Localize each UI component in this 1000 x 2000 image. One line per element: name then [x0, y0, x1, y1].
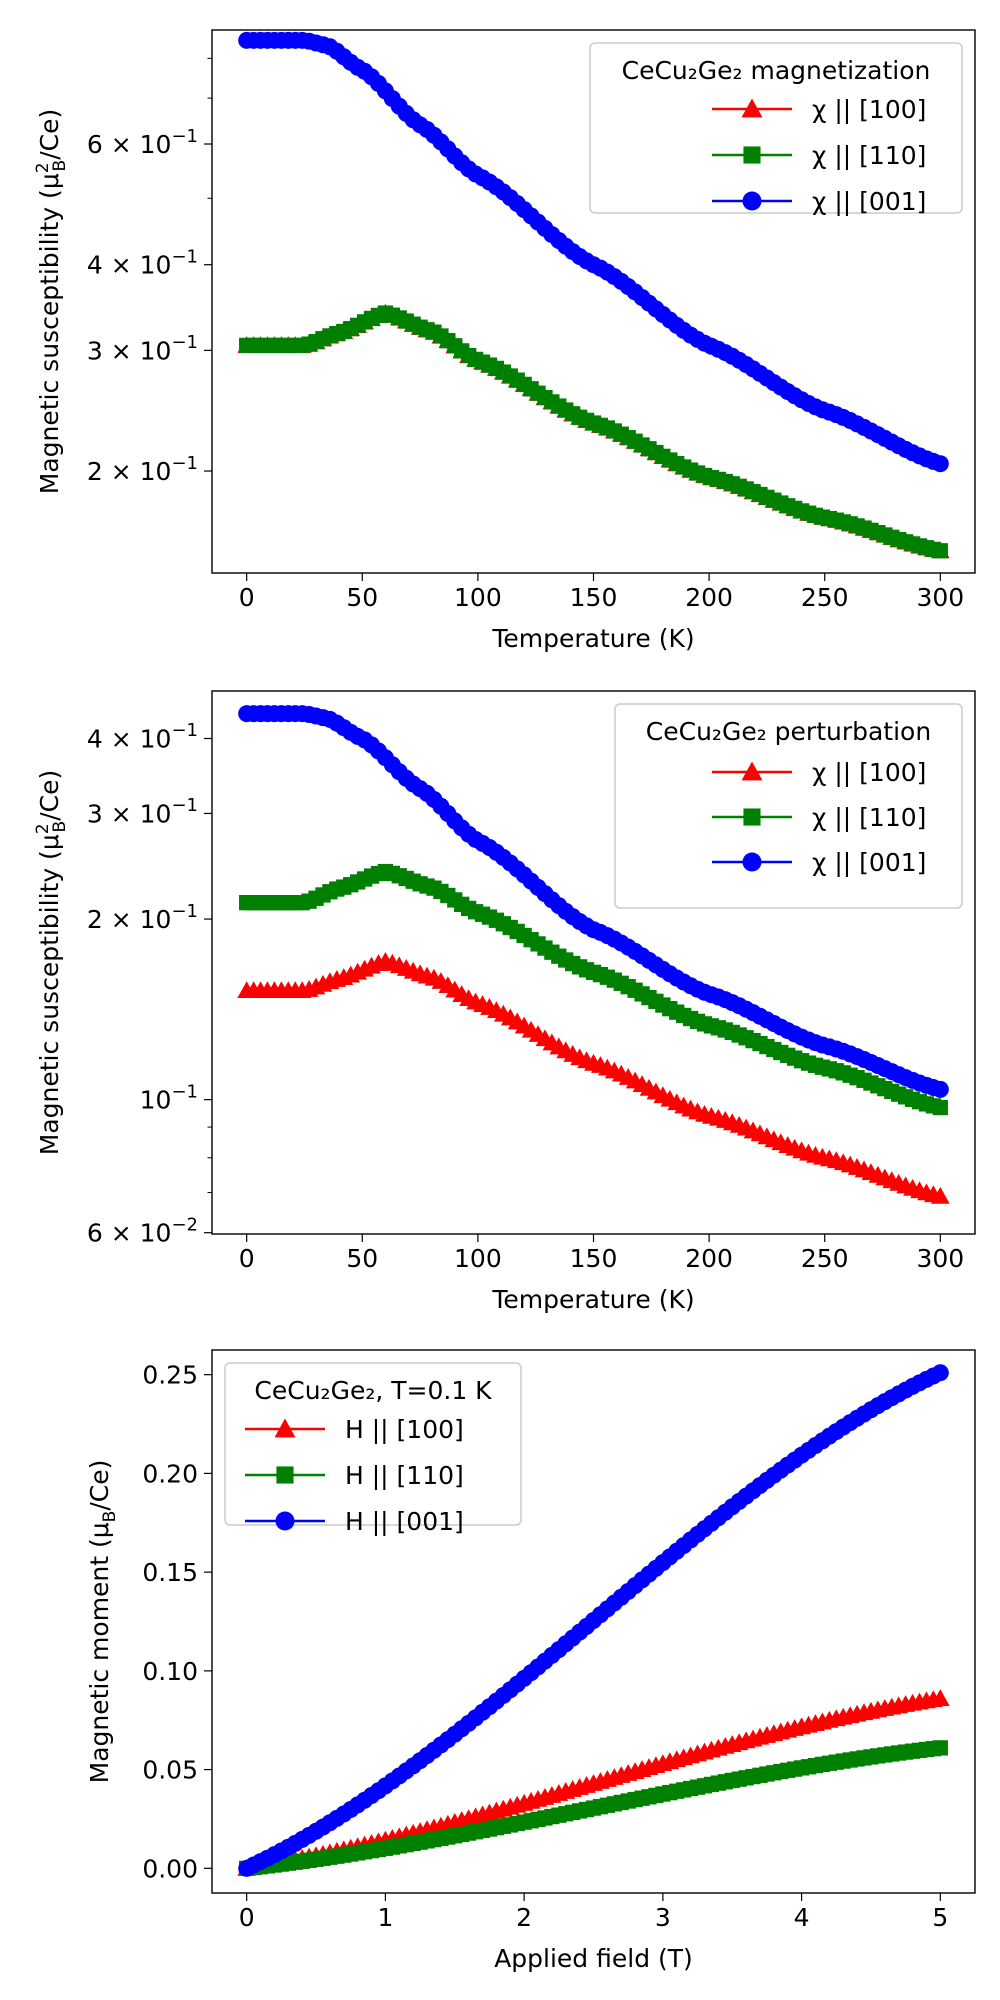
legend-swatch-marker — [743, 808, 761, 826]
data-point — [932, 543, 948, 559]
legend-perturbation: CeCu₂Ge₂ perturbation χ || [100] χ || [110… — [614, 703, 963, 909]
x-axis-label: Temperature (K) — [491, 624, 694, 653]
legend-entry-label: χ || [001] — [812, 848, 926, 877]
legend-entry-label: H || [110] — [345, 1461, 464, 1490]
x-tick-label: 250 — [801, 1244, 849, 1273]
y-tick-label: 0.20 — [142, 1459, 198, 1488]
x-tick-label: 50 — [346, 1244, 378, 1273]
y-tick-label: 3 × 10−1 — [87, 332, 198, 365]
y-axis-label: Magnetic susceptibility (μ2B/Ce) — [33, 770, 70, 1156]
legend-title: CeCu₂Ge₂, T=0.1 K — [254, 1376, 492, 1405]
x-tick-label: 2 — [516, 1903, 532, 1932]
series-1 — [239, 305, 948, 559]
series-1 — [239, 1740, 948, 1876]
plot-area-magnetization — [237, 31, 950, 559]
legend-swatch-marker — [741, 761, 763, 781]
x-tick-label: 0 — [239, 583, 255, 612]
legend-swatch-marker — [741, 98, 763, 118]
legend-swatch-marker — [275, 1511, 295, 1531]
y-tick-label: 0.00 — [142, 1854, 198, 1883]
series-2 — [238, 705, 949, 1098]
legend-swatch-marker — [274, 1418, 296, 1438]
x-tick-label: 3 — [655, 1903, 671, 1932]
legend-swatch-marker — [276, 1466, 294, 1484]
plot-area-field — [237, 1364, 950, 1877]
x-tick-label: 0 — [239, 1903, 255, 1932]
x-tick-label: 4 — [794, 1903, 810, 1932]
x-tick-label: 0 — [239, 1244, 255, 1273]
series-2 — [238, 31, 949, 473]
legend-field: CeCu₂Ge₂, T=0.1 K H || [100] H || [110] H |… — [224, 1362, 522, 1536]
data-point — [932, 1740, 948, 1756]
y-axis-label: Magnetic susceptibility (μ2B/Ce) — [33, 109, 70, 495]
x-tick-label: 50 — [346, 583, 378, 612]
chart-magnetization: 0 50 100 150 200 250 300 2 × 10−1 3 × 10−1 4 × 10… — [33, 29, 976, 653]
data-point — [930, 1186, 950, 1204]
x-tick-label: 250 — [801, 583, 849, 612]
x-tick-label: 200 — [685, 583, 733, 612]
legend-swatch-marker — [743, 146, 761, 164]
series-0 — [237, 952, 950, 1204]
legend-box — [589, 42, 963, 214]
legend-box — [614, 703, 963, 909]
x-axis-label: Applied field (T) — [494, 1944, 693, 1973]
legend-box — [224, 1362, 522, 1526]
legend-title: CeCu₂Ge₂ perturbation — [646, 717, 931, 746]
x-tick-label: 200 — [685, 1244, 733, 1273]
x-tick-label: 100 — [454, 1244, 502, 1273]
x-tick-label: 300 — [916, 583, 964, 612]
x-tick-label: 1 — [377, 1903, 393, 1932]
chart-field: 0 1 2 3 4 5 0.00 0.05 0.10 0.15 0.20 0.25 Applied fi… — [85, 1349, 976, 1973]
series-1 — [239, 863, 948, 1116]
x-tick-label: 100 — [454, 583, 502, 612]
plot-area-perturbation — [237, 705, 950, 1204]
x-tick-label: 150 — [570, 583, 618, 612]
legend-entry-label: χ || [110] — [812, 141, 926, 170]
legend-entry-label: χ || [001] — [812, 187, 926, 216]
legend-entry-label: χ || [110] — [812, 803, 926, 832]
data-point — [931, 1080, 949, 1098]
axes-frame-field — [211, 1349, 976, 1894]
y-tick-label: 0.10 — [142, 1657, 198, 1686]
y-tick-label: 6 × 10−1 — [87, 126, 198, 159]
legend-swatch-marker — [742, 852, 762, 872]
chart-perturbation: 0 50 100 150 200 250 300 6 × 10−2 10−1 2 × 10−1 3 … — [33, 690, 976, 1314]
y-tick-label: 2 × 10−1 — [87, 453, 198, 486]
data-point — [931, 455, 949, 473]
y-tick-label: 4 × 10−1 — [87, 720, 198, 753]
y-tick-label: 2 × 10−1 — [87, 901, 198, 934]
y-tick-label: 0.25 — [142, 1361, 198, 1390]
x-axis-label: Temperature (K) — [491, 1285, 694, 1314]
y-tick-label: 0.05 — [142, 1756, 198, 1785]
y-tick-label: 6 × 10−2 — [87, 1214, 198, 1247]
legend-title: CeCu₂Ge₂ magnetization — [622, 56, 931, 85]
data-point — [932, 1099, 948, 1116]
y-tick-label: 0.15 — [142, 1558, 198, 1587]
y-tick-label: 10−1 — [140, 1081, 198, 1114]
y-axis-label: Magnetic moment (μB/Ce) — [85, 1460, 120, 1784]
legend-entry-label: χ || [100] — [812, 758, 926, 787]
legend-magnetization: CeCu₂Ge₂ magnetization χ || [100] χ || [11… — [589, 42, 963, 216]
legend-entry-label: χ || [100] — [812, 95, 926, 124]
y-tick-label: 3 × 10−1 — [87, 795, 198, 828]
legend-swatch-marker — [742, 191, 762, 211]
series-2 — [238, 1364, 949, 1877]
x-tick-label: 150 — [570, 1244, 618, 1273]
legend-entry-label: H || [100] — [345, 1415, 464, 1444]
data-point — [931, 1364, 949, 1382]
x-tick-label: 300 — [916, 1244, 964, 1273]
data-point — [930, 1689, 950, 1706]
x-tick-label: 5 — [932, 1903, 948, 1932]
legend-entry-label: H || [001] — [345, 1507, 464, 1536]
y-tick-label: 4 × 10−1 — [87, 246, 198, 279]
